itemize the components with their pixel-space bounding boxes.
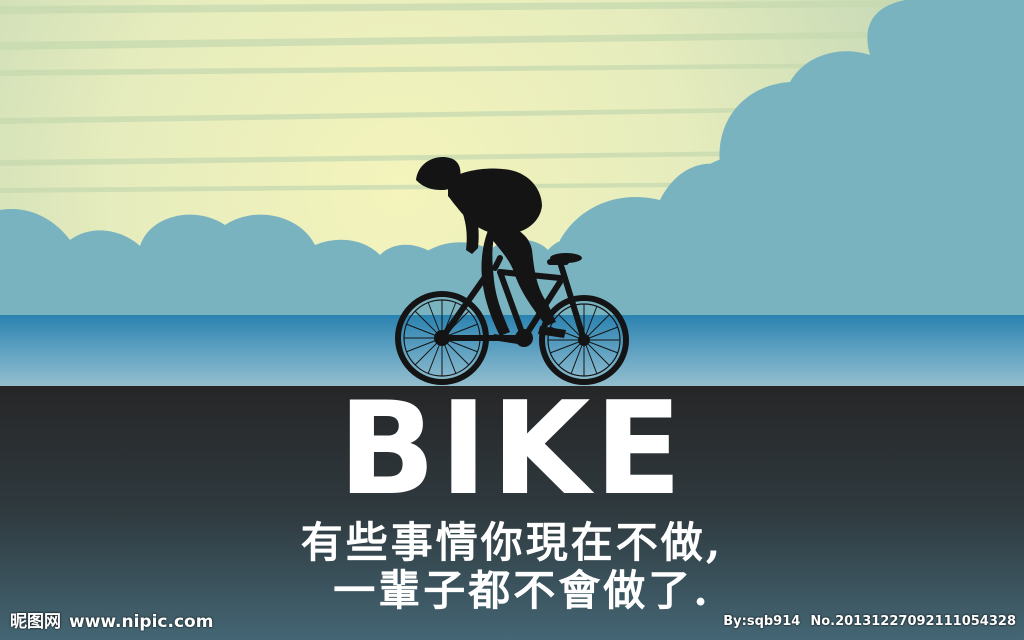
tagline-line-1: 有些事情你現在不做,	[300, 518, 724, 567]
watermark-number: No.20131227092111054328	[810, 614, 1016, 629]
ground	[0, 386, 1024, 640]
front-wheel	[539, 295, 629, 385]
watermark-right: By:sqb914 No.20131227092111054328	[723, 612, 1016, 632]
rider	[416, 156, 566, 344]
watermark-brand: 昵图网	[10, 612, 61, 632]
watermark-left: 昵图网 www.nipic.com	[10, 610, 213, 634]
watermark-site: www.nipic.com	[69, 612, 214, 632]
poster-headline: BIKE	[338, 375, 686, 524]
watermark-author: By:sqb914	[723, 614, 801, 629]
cyclist-silhouette-icon	[395, 156, 629, 385]
sea	[0, 315, 1024, 388]
tagline-line-2: 一輩子都不會做了.	[333, 566, 711, 615]
